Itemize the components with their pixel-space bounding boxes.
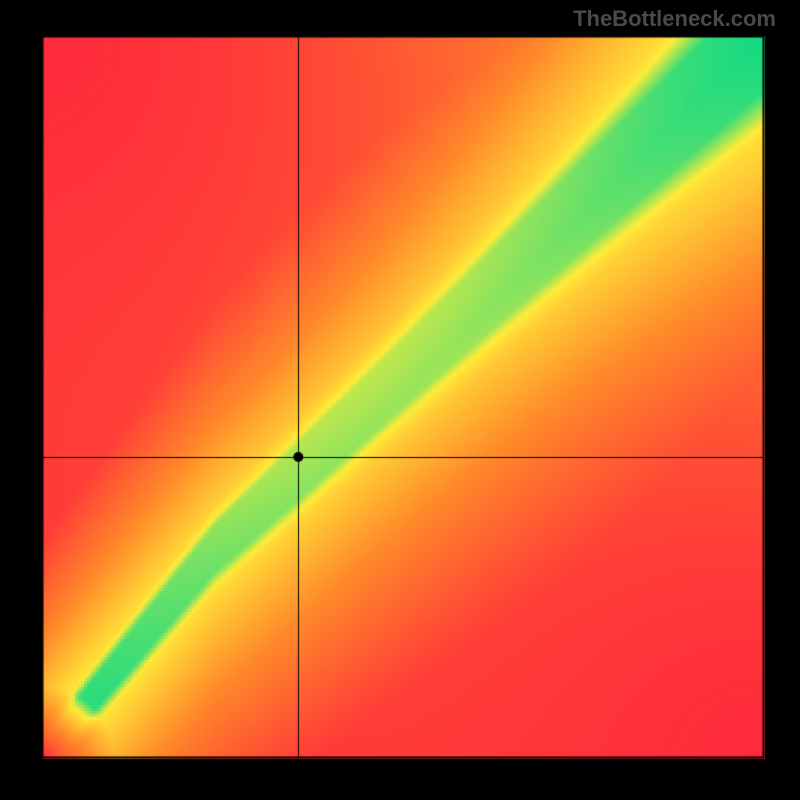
chart-container: TheBottleneck.com (0, 0, 800, 800)
bottleneck-heatmap (0, 0, 800, 800)
